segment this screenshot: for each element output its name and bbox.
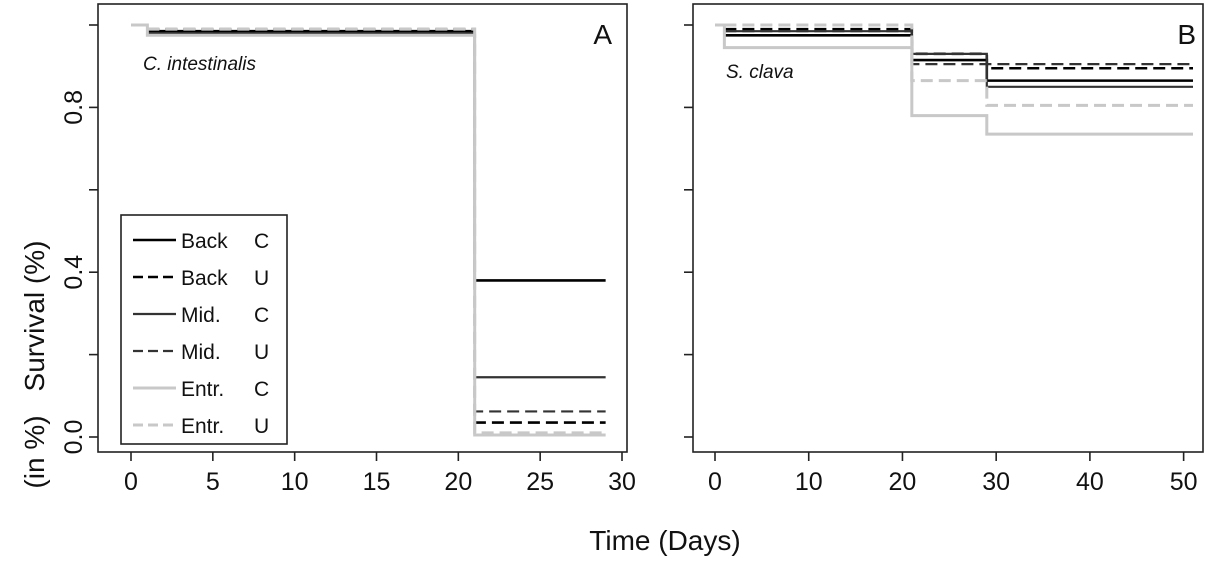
panel-a-series-entr-c — [131, 23, 606, 437]
panel-a-y-axis: 0.0 0.4 0.8 — [60, 24, 98, 455]
legend-label-treatment: C — [254, 230, 269, 253]
panel-a-x-tick-label: 30 — [608, 468, 636, 496]
legend-label-group: Entr. — [181, 415, 224, 438]
legend-label-group: Back — [181, 267, 228, 290]
panel-a-series-entr-u — [147, 27, 606, 435]
panel-b-letter: B — [1177, 19, 1196, 50]
panel-b-x-tick-label: 20 — [889, 468, 917, 496]
panel-a-x-axis: 0 5 10 15 20 25 30 — [124, 452, 636, 496]
panel-a-y-tick-label: 0.8 — [60, 90, 88, 125]
x-axis-title: Time (Days) — [589, 525, 740, 556]
legend-label-treatment: C — [254, 378, 269, 401]
legend-label-group: Mid. — [181, 341, 221, 364]
panel-a-x-tick-label: 5 — [206, 468, 220, 496]
panel-b-series-mid-c — [724, 30, 1193, 88]
panel-b-x-tick-label: 50 — [1170, 468, 1198, 496]
panel-a-frame — [97, 3, 628, 453]
legend-box — [120, 214, 288, 445]
panel-a-y-tick-label: 0.4 — [60, 255, 88, 290]
panel-b-x-axis: 0 10 20 30 40 50 — [708, 452, 1198, 496]
panel-b-y-axis — [684, 24, 693, 438]
legend-label-treatment: C — [254, 304, 269, 327]
legend-label-group: Mid. — [181, 304, 221, 327]
legend-label-treatment: U — [254, 415, 269, 438]
panel-b-series-back-u — [724, 27, 1193, 70]
y-axis-title: Survival (%) — [19, 241, 50, 392]
panel-a-x-tick-label: 25 — [526, 468, 554, 496]
y-axis-title-extra: (in %) — [19, 415, 50, 488]
panel-b: 0 10 20 30 40 50 B S. clava — [684, 3, 1204, 496]
legend: Back C Back U Mid. C Mid. U Entr. C Entr. U — [120, 214, 288, 445]
panel-b-series-entr-u — [724, 23, 1193, 107]
panel-b-x-tick-label: 40 — [1076, 468, 1104, 496]
legend-label-group: Back — [181, 230, 228, 253]
panel-a-series-mid-u — [147, 32, 606, 413]
panel-a-x-tick-label: 20 — [444, 468, 472, 496]
panel-b-frame — [692, 3, 1204, 453]
panel-a-x-tick-label: 0 — [124, 468, 138, 496]
legend-label-treatment: U — [254, 267, 269, 290]
panel-a-x-tick-label: 15 — [363, 468, 391, 496]
panel-a-species-label: C. intestinalis — [143, 54, 256, 75]
legend-label-group: Entr. — [181, 378, 224, 401]
panel-a-y-tick-label: 0.0 — [60, 420, 88, 455]
panel-a-series — [131, 23, 606, 437]
panel-b-series-back-c — [724, 34, 1193, 82]
panel-b-x-tick-label: 30 — [982, 468, 1010, 496]
panel-b-series — [715, 23, 1193, 136]
legend-label-treatment: U — [254, 341, 269, 364]
panel-b-x-tick-label: 10 — [795, 468, 823, 496]
panel-b-x-tick-label: 0 — [708, 468, 722, 496]
panel-a-letter: A — [593, 19, 612, 50]
panel-a-x-tick-label: 10 — [281, 468, 309, 496]
panel-a: 0 5 10 15 20 25 30 0.0 0.4 0.8 A C. intestinalis… — [60, 3, 636, 496]
panel-b-species-label: S. clava — [726, 62, 794, 83]
